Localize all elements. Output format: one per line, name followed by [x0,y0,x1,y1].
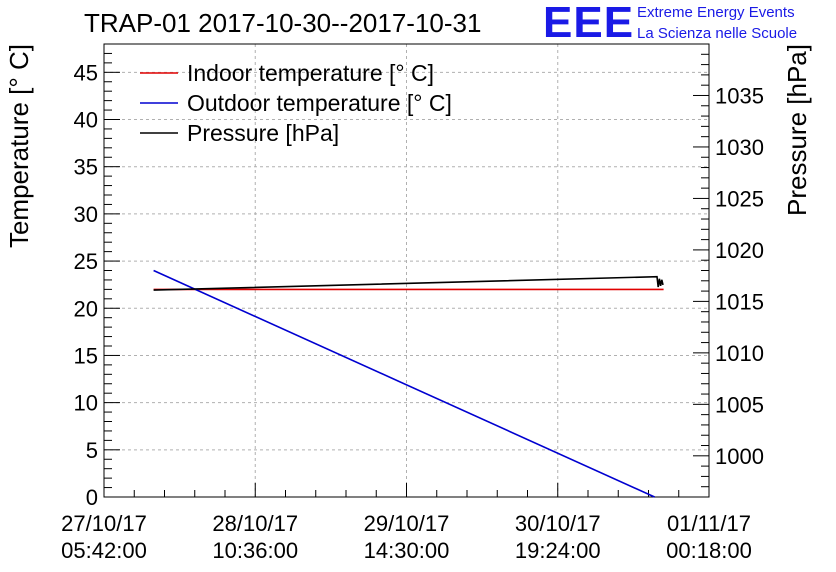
y-tick-label: 10 [74,391,98,416]
y-tick-label: 15 [74,343,98,368]
y2-tick-label: 1005 [715,392,764,417]
y-tick-label: 35 [74,155,98,180]
x-tick-label-date: 28/10/17 [212,511,298,536]
y2-tick-label: 1000 [715,444,764,469]
legend-label-2: Outdoor temperature [° C] [187,90,452,116]
y-tick-label: 0 [86,485,98,510]
y-tick-label: 30 [74,202,98,227]
y2-tick-label: 1020 [715,238,764,263]
x-tick-label-time: 10:36:00 [212,538,298,563]
grid [104,44,709,497]
legend-label-3: Pressure [hPa] [187,120,339,146]
x-tick-label-time: 14:30:00 [364,538,450,563]
y-tick-label: 5 [86,438,98,463]
y-tick-label: 45 [74,60,98,85]
y-tick-label: 20 [74,296,98,321]
series-line-2 [153,269,655,498]
y2-tick-label: 1015 [715,289,764,314]
x-tick-label-time: 19:24:00 [515,538,601,563]
x-tick-label-date: 29/10/17 [364,511,450,536]
eee-logo: EEE [543,0,635,47]
x-tick-label-time: 05:42:00 [61,538,147,563]
x-tick-label-date: 01/11/17 [667,511,751,536]
series-line-3 [153,275,664,291]
legend-label-1: Indoor temperature [° C] [187,60,434,86]
y-axis-title: Temperature [° C] [4,44,34,248]
legend: Indoor temperature [° C] Outdoor temperat… [140,60,452,146]
y2-tick-label: 1035 [715,83,764,108]
logo-line-2: La Scienza nelle Scuole [637,25,798,42]
axis-ticks [103,43,710,498]
x-tick-label-date: 30/10/17 [515,511,601,536]
chart-title: TRAP-01 2017-10-30--2017-10-31 [84,8,482,38]
y2-tick-label: 1010 [715,341,764,366]
y2-axis-title: Pressure [hPa] [782,44,812,216]
x-tick-label-time: 00:18:00 [666,538,752,563]
series [153,269,664,498]
y2-tick-label: 1030 [715,135,764,160]
logo-line-1: Extreme Energy Events [637,4,795,21]
x-tick-label-date: 27/10/17 [61,511,147,536]
y2-tick-label: 1025 [715,186,764,211]
y-tick-label: 40 [74,108,98,133]
y-tick-label: 25 [74,249,98,274]
